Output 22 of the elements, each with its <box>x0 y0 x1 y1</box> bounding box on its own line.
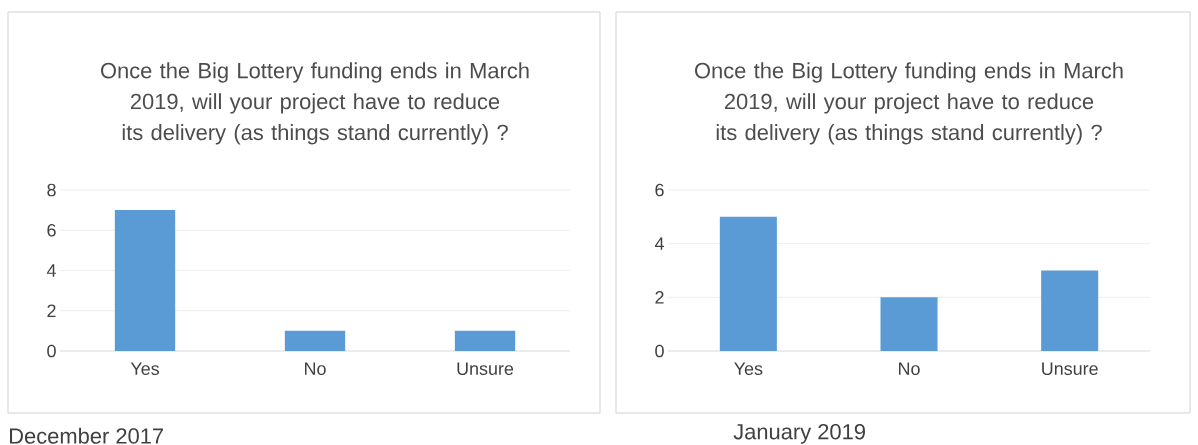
x-tick-label: Unsure <box>1042 362 1098 376</box>
y-tick-label: 4 <box>46 264 56 277</box>
chart-title: Once the Big Lottery funding ends in March 2019, will your project have to reduce its delivery (as things stand currently) ? <box>101 62 529 145</box>
y-tick-label: 0 <box>47 344 56 358</box>
text: December 2017 <box>10 427 164 444</box>
y-tick-label: 6 <box>655 183 664 197</box>
bar <box>719 216 777 351</box>
x-tick-label: No <box>305 362 326 376</box>
bar <box>880 297 938 351</box>
bar <box>1041 270 1099 351</box>
x-tick-label: Yes <box>734 362 763 376</box>
text: January 2019 <box>733 423 865 444</box>
y-tick-label: 8 <box>47 183 56 197</box>
x-tick-label: No <box>899 362 920 376</box>
y-tick-label: 4 <box>654 237 664 250</box>
y-tick-label: 0 <box>655 344 664 358</box>
x-tick-label: Unsure <box>457 362 514 376</box>
y-tick-label: 2 <box>47 304 56 317</box>
y-tick-label: 6 <box>47 223 56 237</box>
y-tick-label: 2 <box>655 291 664 304</box>
x-tick-label: Yes <box>130 362 160 376</box>
chart-title: Once the Big Lottery funding ends in March 2019, will your project have to reduce its delivery (as things stand currently) ? <box>695 62 1123 145</box>
